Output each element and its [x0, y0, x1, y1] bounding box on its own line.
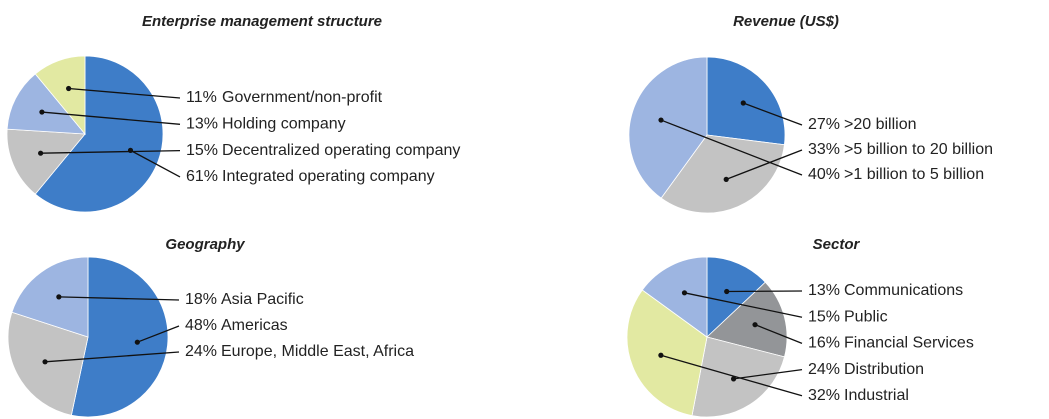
leader-dot: [724, 288, 730, 295]
leader-line: [68, 87, 181, 99]
value-label: 24%: [185, 343, 217, 360]
leader-line: [733, 368, 803, 380]
leader-line: [660, 119, 803, 176]
leader-dot: [752, 322, 758, 328]
legend-label: Government/non-profit: [222, 89, 383, 106]
value-label: 16%: [808, 335, 840, 352]
legend-label: >5 billion to 20 billion: [844, 141, 993, 158]
pie-slice: [706, 56, 786, 146]
value-label: 32%: [808, 387, 840, 404]
legend-label: Asia Pacific: [221, 291, 304, 308]
value-label: 13%: [808, 282, 840, 299]
leader-dot: [723, 176, 729, 182]
pie-slice: [628, 56, 708, 199]
leader-dot: [42, 359, 48, 365]
value-label: 33%: [808, 141, 840, 158]
leader-line: [754, 324, 803, 345]
leader-dot: [730, 376, 737, 382]
leader-line: [44, 351, 180, 363]
chart-title: Geography: [165, 236, 245, 253]
pie-slice: [6, 128, 86, 195]
value-label: 11%: [186, 89, 217, 106]
leader-line: [660, 354, 803, 397]
chart-title: Revenue (US$): [733, 13, 839, 30]
pie-slice: [7, 311, 89, 416]
leader-dot: [658, 352, 664, 358]
pie-slice: [660, 134, 785, 214]
legend-label: Distribution: [844, 361, 924, 378]
leader-line: [58, 296, 180, 301]
value-label: 13%: [186, 116, 218, 133]
legend-label: Industrial: [844, 387, 909, 404]
pie-slice: [34, 55, 164, 213]
pie-slice: [626, 289, 708, 417]
leader-dot: [740, 100, 746, 106]
legend-label: >20 billion: [844, 116, 917, 133]
legend-label: Communications: [844, 282, 963, 299]
leader-line: [743, 102, 803, 126]
legend-label: Americas: [221, 317, 288, 334]
leader-dot: [681, 290, 688, 296]
value-label: 24%: [808, 361, 840, 378]
legend-label: Decentralized operating company: [222, 142, 460, 159]
leader-dot: [56, 294, 62, 300]
pie-slice: [641, 256, 708, 338]
pie-slice: [6, 73, 86, 135]
leader-line: [137, 325, 180, 343]
leader-dot: [658, 117, 664, 123]
leader-dot: [39, 109, 45, 115]
leader-line: [684, 292, 803, 318]
leader-dot: [127, 147, 134, 153]
chart-title: Sector: [813, 236, 861, 253]
pie-slice: [706, 256, 766, 338]
value-label: 15%: [186, 142, 218, 159]
value-label: 27%: [808, 116, 840, 133]
value-label: 15%: [808, 308, 840, 325]
leader-dot: [38, 150, 44, 156]
leader-dot: [66, 85, 72, 92]
legend-label: Public: [844, 308, 888, 325]
legend-label: >1 billion to 5 billion: [844, 166, 984, 183]
leader-dot: [134, 339, 140, 345]
pie-slice: [70, 256, 169, 418]
value-label: 40%: [808, 166, 840, 183]
legend-label: Financial Services: [844, 335, 974, 352]
leader-line: [40, 149, 181, 154]
value-label: 48%: [185, 317, 217, 334]
legend-label: Europe, Middle East, Africa: [221, 343, 414, 360]
leader-line: [130, 149, 181, 178]
leader-line: [41, 111, 181, 125]
pie-slice: [706, 281, 788, 358]
leader-line: [725, 149, 803, 180]
value-label: 61%: [186, 168, 218, 185]
legend-label: Holding company: [222, 116, 346, 133]
chart-title: Enterprise management structure: [142, 13, 382, 30]
value-label: 18%: [185, 291, 217, 308]
legend-label: Integrated operating company: [222, 168, 435, 185]
pie-slice: [11, 256, 89, 338]
